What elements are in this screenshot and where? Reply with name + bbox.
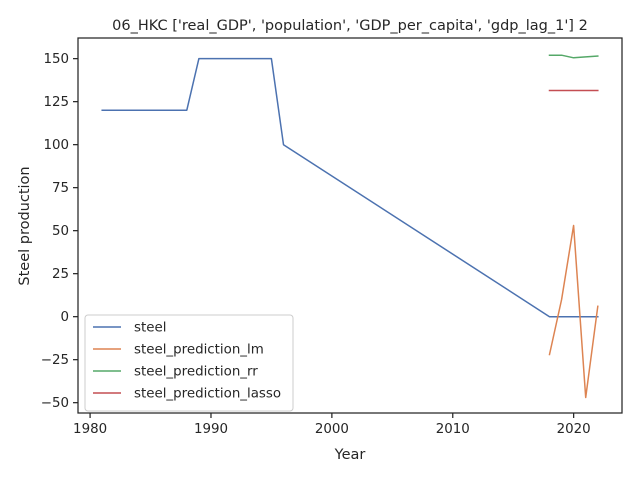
x-tick-label: 2010 [436,422,470,437]
series-line-steel [101,57,599,318]
series-line-steel-prediction-lm [548,224,599,399]
y-tick-label: 125 [43,95,69,110]
y-tick-label: 100 [43,138,69,153]
legend-label: steel_prediction_lm [134,343,264,358]
legend-label: steel_prediction_lasso [134,387,281,402]
y-tick-label: 25 [52,267,69,282]
chart-title: 06_HKC ['real_GDP', 'population', 'GDP_p… [112,18,588,34]
x-tick-label: 1980 [73,422,107,437]
series-line-steel-prediction-rr [548,54,599,59]
y-axis-label: Steel production [17,166,33,285]
x-tick-label: 2000 [315,422,349,437]
y-tick-label: 0 [60,310,69,325]
x-axis-label: Year [334,447,366,463]
y-tick-label: −25 [41,353,69,368]
x-tick-label: 2020 [557,422,591,437]
legend-label: steel [134,321,166,336]
y-tick-label: 75 [52,181,69,196]
y-tick-label: 150 [43,52,69,67]
plot-frame [77,37,623,414]
y-tick-label: −50 [41,396,69,411]
legend-box [84,314,294,412]
legend: steel steel_prediction_lm steel_prediction… [84,314,294,412]
x-tick-label: 1990 [194,422,228,437]
y-tick-label: 50 [52,224,69,239]
legend-label: steel_prediction_rr [134,365,258,380]
